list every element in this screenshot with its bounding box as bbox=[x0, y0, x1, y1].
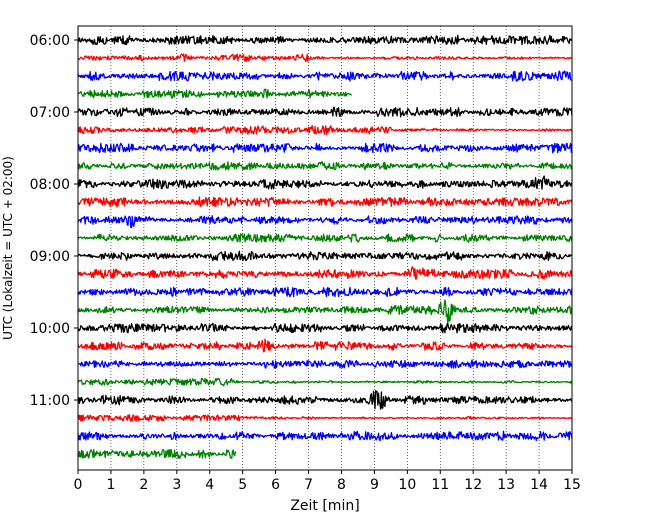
x-tick-label-7: 7 bbox=[304, 477, 313, 493]
trace-1015 bbox=[77, 338, 573, 353]
trace-0815 bbox=[77, 196, 573, 208]
x-tick-label-15: 15 bbox=[563, 477, 581, 493]
y-tick-label-0600: 06:00 bbox=[30, 33, 70, 49]
x-tick-label-14: 14 bbox=[530, 477, 548, 493]
trace-0715 bbox=[77, 124, 573, 136]
trace-0900 bbox=[77, 250, 573, 262]
x-tick-label-0: 0 bbox=[74, 477, 83, 493]
trace-0845 bbox=[77, 233, 573, 243]
trace-1000 bbox=[77, 322, 573, 334]
trace-0745 bbox=[77, 161, 573, 171]
y-tick-label-0900: 09:00 bbox=[30, 249, 70, 265]
trace-0730 bbox=[77, 142, 573, 154]
y-tick-label-0800: 08:00 bbox=[30, 177, 70, 193]
trace-0830 bbox=[77, 215, 573, 229]
x-axis-label: Zeit [min] bbox=[290, 498, 359, 514]
trace-0630 bbox=[77, 70, 573, 82]
x-tick-label-5: 5 bbox=[238, 477, 247, 493]
grid-lines bbox=[110, 26, 540, 470]
trace-0945 bbox=[77, 299, 573, 324]
x-tick-label-6: 6 bbox=[271, 477, 280, 493]
y-tick-label-1000: 10:00 bbox=[30, 321, 70, 337]
trace-1100 bbox=[77, 389, 573, 410]
x-tick-label-11: 11 bbox=[431, 477, 449, 493]
plot-frame bbox=[77, 25, 573, 471]
trace-0615 bbox=[77, 53, 573, 63]
x-tick-label-10: 10 bbox=[398, 477, 416, 493]
trace-1130 bbox=[77, 430, 573, 442]
x-tick-label-2: 2 bbox=[139, 477, 148, 493]
trace-0930 bbox=[77, 286, 573, 298]
x-tick-label-3: 3 bbox=[172, 477, 181, 493]
x-tick-label-9: 9 bbox=[370, 477, 379, 493]
x-tick-label-8: 8 bbox=[337, 477, 346, 493]
x-tick-label-12: 12 bbox=[464, 477, 482, 493]
seismogram-traces bbox=[77, 34, 573, 460]
trace-1115 bbox=[77, 414, 573, 422]
y-tick-label-0700: 07:00 bbox=[30, 105, 70, 121]
trace-1145 bbox=[77, 448, 237, 460]
x-axis-ticks: 0 1 2 3 4 5 6 7 8 9 10 11 12 13 14 15 bbox=[74, 470, 581, 493]
trace-0600 bbox=[77, 34, 573, 46]
trace-0915 bbox=[77, 266, 573, 280]
y-axis-ticks: 06:00 07:00 08:00 09:00 10:00 11:00 bbox=[30, 33, 78, 409]
x-tick-label-1: 1 bbox=[106, 477, 115, 493]
trace-0800 bbox=[77, 175, 573, 190]
y-tick-label-1100: 11:00 bbox=[30, 393, 70, 409]
trace-1045 bbox=[77, 377, 573, 387]
y-axis-label: UTC (Lokalzeit = UTC + 02:00) bbox=[1, 156, 15, 340]
trace-0700 bbox=[77, 106, 573, 118]
x-tick-label-13: 13 bbox=[497, 477, 515, 493]
trace-1030 bbox=[77, 359, 573, 369]
trace-0645 bbox=[77, 88, 352, 99]
x-tick-label-4: 4 bbox=[205, 477, 214, 493]
